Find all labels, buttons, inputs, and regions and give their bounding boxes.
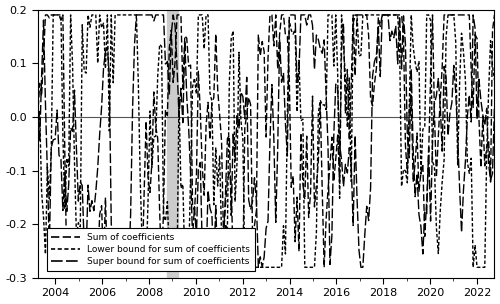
Super bound for sum of coefficients (488, 178, 494, 182)
Sum of coefficients (124, 265, 130, 269)
Super bound for sum of coefficients (114, 265, 120, 269)
Line: Super bound for sum of coefficients: Super bound for sum of coefficients (38, 15, 494, 267)
Sum of coefficients (434, 176, 440, 179)
Super bound for sum of coefficients (122, 265, 128, 269)
Sum of coefficients (284, 35, 290, 38)
Lower bound for sum of coefficients (492, 78, 498, 82)
Sum of coefficients (66, 265, 71, 269)
Sum of coefficients (156, 209, 162, 213)
Lower bound for sum of coefficients (122, 13, 128, 17)
Sum of coefficients (34, 115, 40, 119)
Lower bound for sum of coefficients (141, 265, 147, 269)
Super bound for sum of coefficients (434, 94, 440, 98)
Lower bound for sum of coefficients (284, 111, 290, 115)
Lower bound for sum of coefficients (488, 39, 494, 43)
Super bound for sum of coefficients (134, 13, 140, 17)
Lower bound for sum of coefficients (34, 131, 40, 135)
Super bound for sum of coefficients (284, 154, 290, 158)
Lower bound for sum of coefficients (50, 13, 56, 17)
Legend: Sum of coefficients, Lower bound for sum of coefficients, Super bound for sum of: Sum of coefficients, Lower bound for sum… (47, 229, 255, 271)
Sum of coefficients (488, 180, 494, 184)
Super bound for sum of coefficients (492, 104, 498, 108)
Bar (166, 9, 178, 278)
Lower bound for sum of coefficients (156, 43, 162, 46)
Sum of coefficients (348, 83, 354, 86)
Sum of coefficients (42, 13, 48, 17)
Line: Sum of coefficients: Sum of coefficients (38, 15, 494, 267)
Lower bound for sum of coefficients (348, 180, 354, 183)
Lower bound for sum of coefficients (434, 226, 440, 229)
Super bound for sum of coefficients (348, 163, 354, 167)
Super bound for sum of coefficients (156, 13, 162, 17)
Super bound for sum of coefficients (34, 104, 40, 108)
Line: Lower bound for sum of coefficients: Lower bound for sum of coefficients (38, 15, 494, 267)
Sum of coefficients (492, 13, 498, 17)
